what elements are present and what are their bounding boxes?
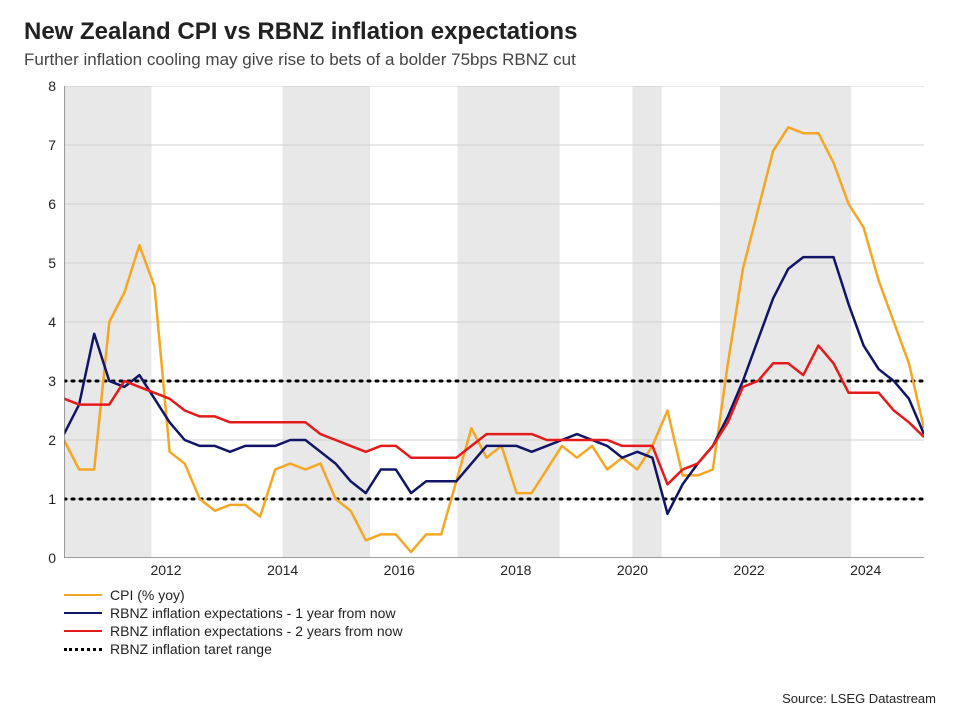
y-tick-label: 6 bbox=[48, 196, 56, 212]
y-tick-label: 8 bbox=[48, 78, 56, 94]
chart-subtitle: Further inflation cooling may give rise … bbox=[24, 50, 936, 70]
legend-swatch bbox=[64, 648, 102, 651]
chart-title: New Zealand CPI vs RBNZ inflation expect… bbox=[24, 18, 936, 46]
y-tick-label: 7 bbox=[48, 137, 56, 153]
legend-label: RBNZ inflation expectations - 2 years fr… bbox=[110, 623, 403, 639]
legend-label: RBNZ inflation taret range bbox=[110, 641, 272, 657]
legend: CPI (% yoy) RBNZ inflation expectations -… bbox=[64, 586, 403, 658]
chart-container: New Zealand CPI vs RBNZ inflation expect… bbox=[0, 0, 960, 720]
y-tick-label: 3 bbox=[48, 373, 56, 389]
legend-item: RBNZ inflation taret range bbox=[64, 640, 403, 658]
y-tick-label: 4 bbox=[48, 314, 56, 330]
y-tick-label: 0 bbox=[48, 550, 56, 566]
legend-swatch bbox=[64, 594, 102, 596]
x-tick-label: 2020 bbox=[617, 562, 648, 578]
legend-swatch bbox=[64, 612, 102, 614]
y-tick-label: 5 bbox=[48, 255, 56, 271]
legend-item: CPI (% yoy) bbox=[64, 586, 403, 604]
legend-item: RBNZ inflation expectations - 2 years fr… bbox=[64, 622, 403, 640]
x-tick-label: 2022 bbox=[734, 562, 765, 578]
x-tick-label: 2024 bbox=[850, 562, 881, 578]
legend-swatch bbox=[64, 630, 102, 632]
legend-label: RBNZ inflation expectations - 1 year fro… bbox=[110, 605, 396, 621]
x-tick-label: 2016 bbox=[384, 562, 415, 578]
plot-region bbox=[64, 86, 924, 558]
legend-item: RBNZ inflation expectations - 1 year fro… bbox=[64, 604, 403, 622]
legend-label: CPI (% yoy) bbox=[110, 587, 185, 603]
x-axis: 2012 2014 2016 2018 2020 2022 2024 bbox=[64, 562, 924, 582]
source-label: Source: LSEG Datastream bbox=[782, 691, 936, 706]
x-tick-label: 2018 bbox=[500, 562, 531, 578]
x-tick-label: 2014 bbox=[267, 562, 298, 578]
plot-svg bbox=[64, 86, 924, 558]
x-tick-label: 2012 bbox=[150, 562, 181, 578]
y-tick-label: 1 bbox=[48, 491, 56, 507]
y-tick-label: 2 bbox=[48, 432, 56, 448]
y-axis: 012345678 bbox=[24, 86, 60, 558]
chart-area: 0 1 2 3 4 5 6 7 8 2012 2014 2016 2018 2020 2022 2024 C… bbox=[24, 78, 936, 638]
